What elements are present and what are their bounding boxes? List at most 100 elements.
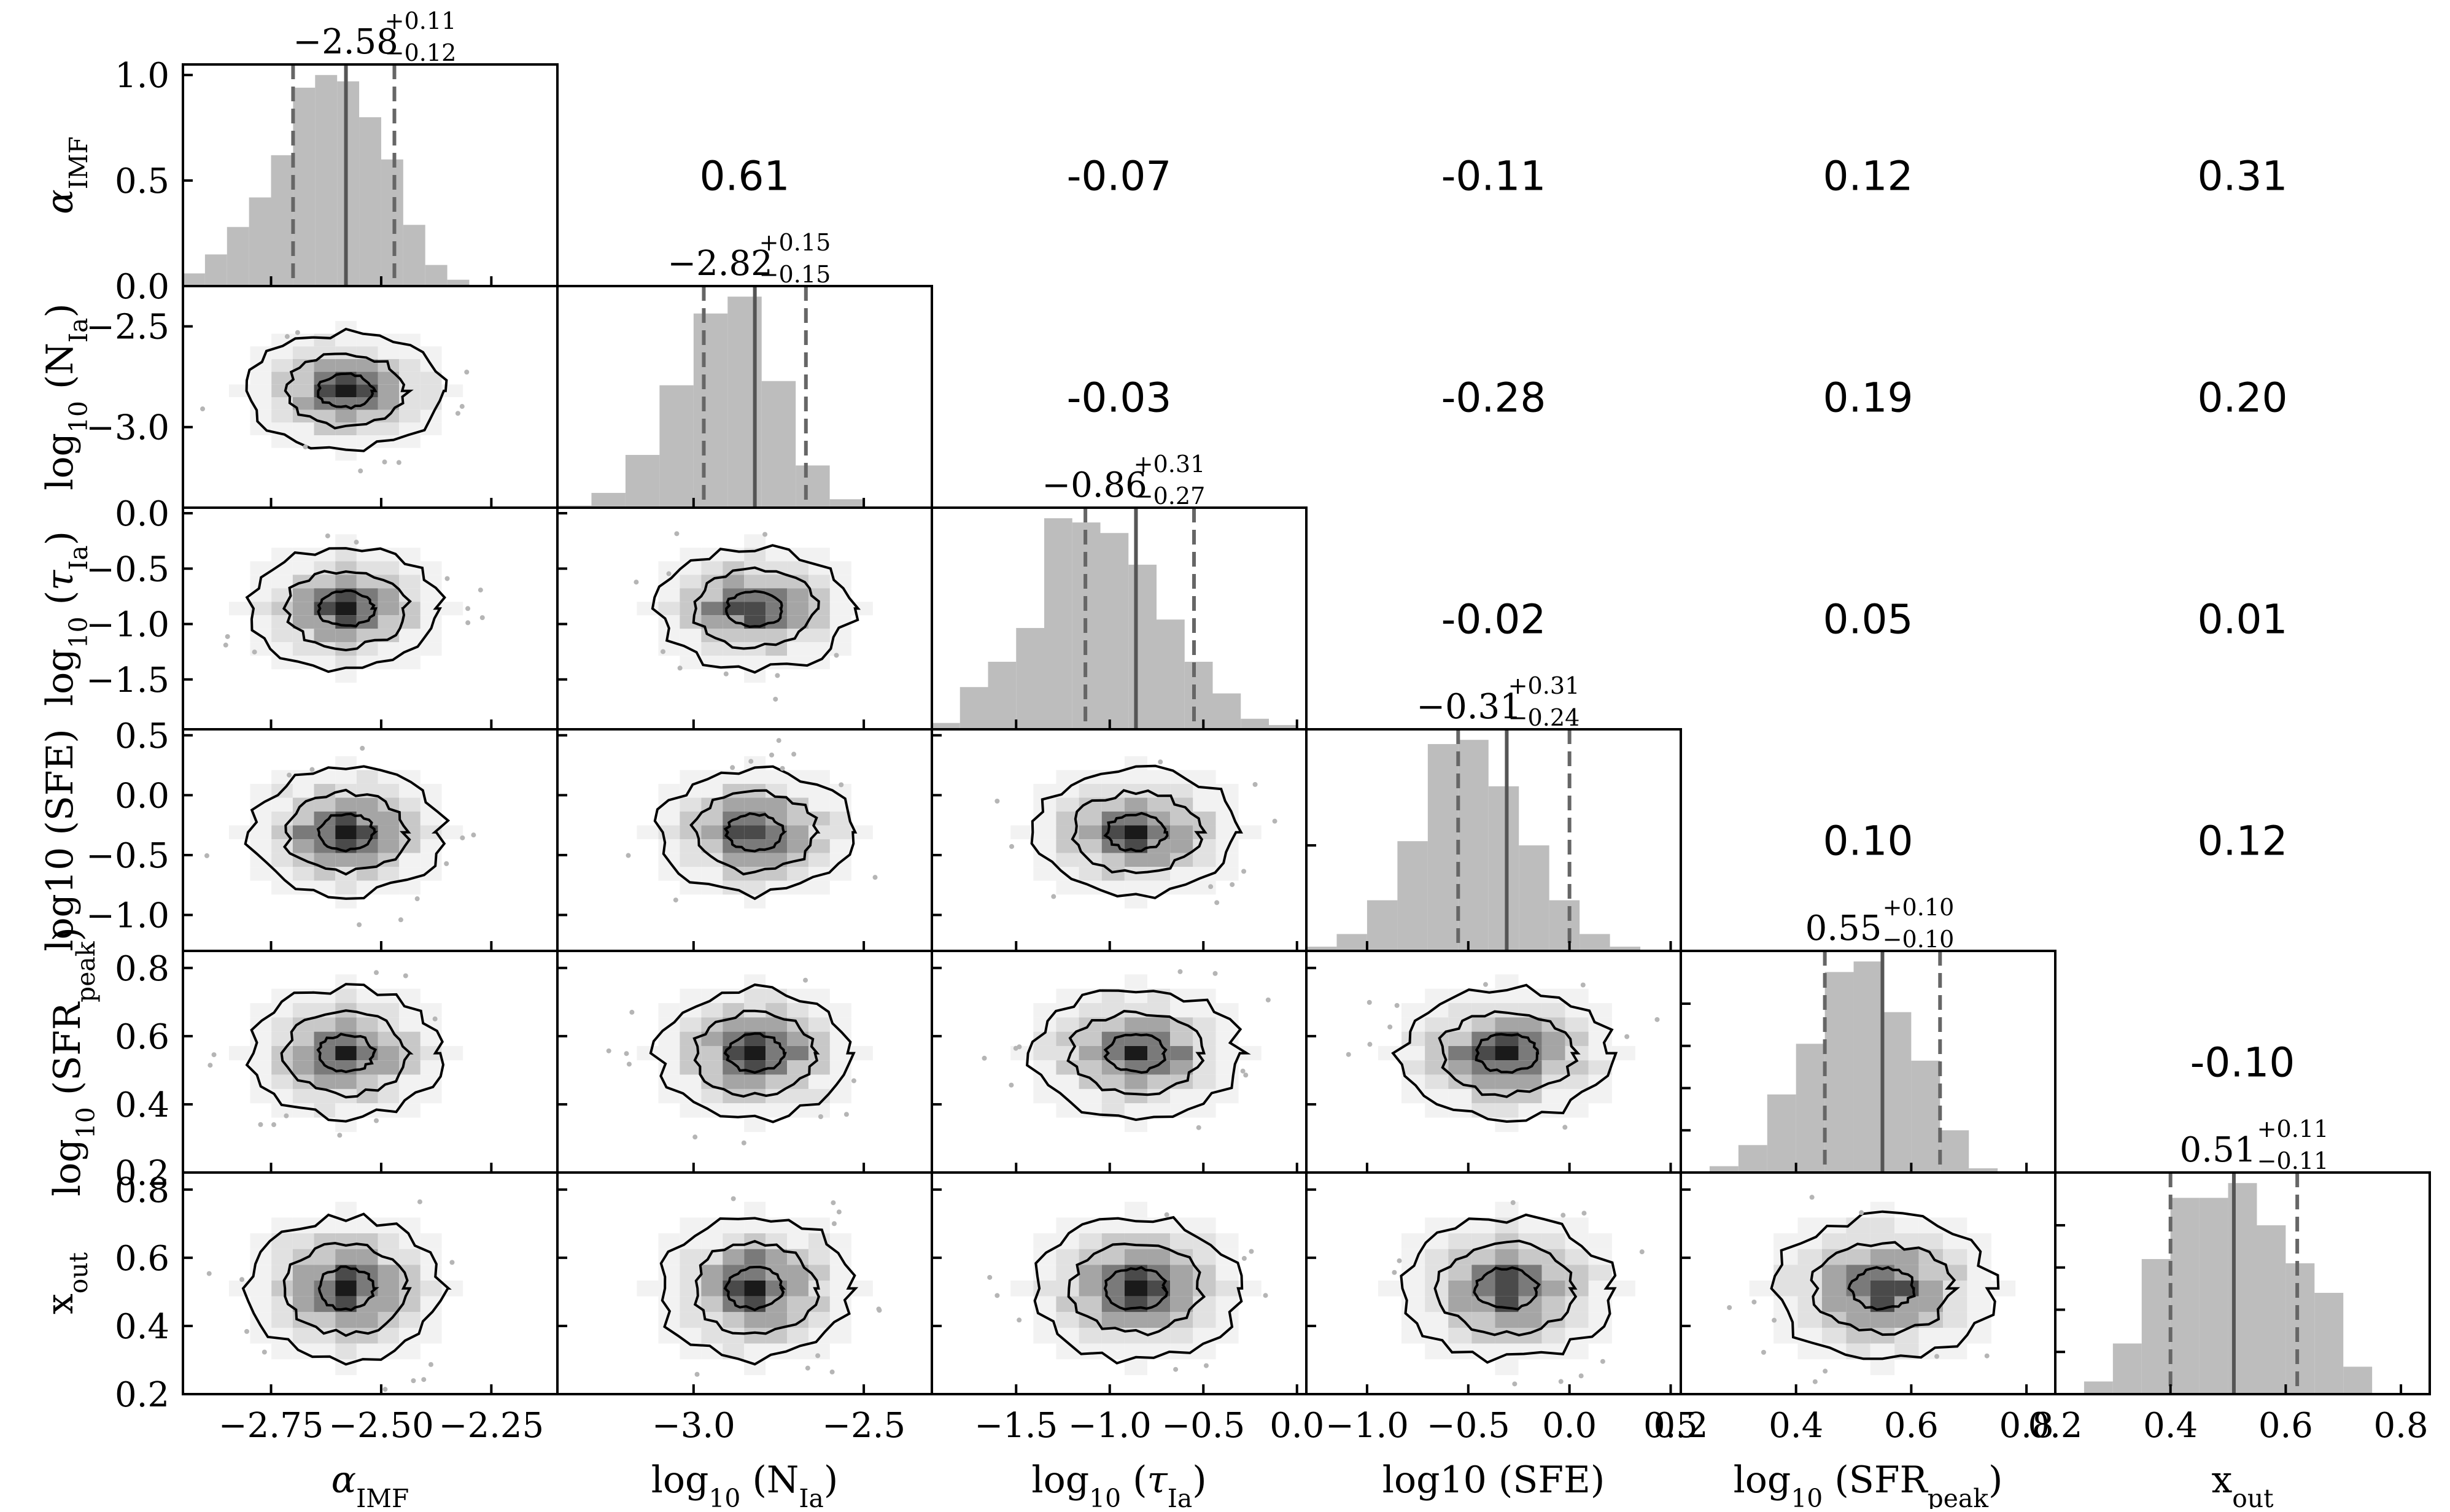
- scatter-point: [1009, 843, 1015, 849]
- density-cell: [1471, 1249, 1495, 1265]
- histogram-title-upper-error: +0.11: [385, 7, 457, 34]
- density-cell: [723, 1217, 745, 1234]
- density-cell: [378, 615, 400, 629]
- density-cell: [1101, 867, 1125, 881]
- density-cell: [1079, 1088, 1102, 1104]
- correlation-value: 0.61: [700, 153, 790, 200]
- histogram-bar: [1796, 1044, 1825, 1173]
- histogram-bar: [591, 492, 626, 508]
- density-cell: [271, 615, 293, 629]
- density-cell: [399, 615, 421, 629]
- density-contour-3: [241, 1212, 452, 1366]
- density-cell: [1401, 1031, 1425, 1046]
- scatter-point: [987, 1274, 993, 1280]
- density-contour-1: [316, 1033, 378, 1074]
- density-cell: [399, 1017, 421, 1032]
- density-cell: [356, 575, 378, 589]
- density-cell: [1565, 1074, 1589, 1089]
- density-cell: [787, 812, 808, 826]
- scatter-point: [1243, 1072, 1249, 1078]
- density-cell: [658, 561, 680, 575]
- density-contour-2: [1066, 1010, 1206, 1096]
- density-cell: [787, 642, 808, 656]
- y-tick-label: 0.4: [115, 1085, 169, 1125]
- density-cell: [1170, 1045, 1193, 1061]
- density-cell: [1215, 1265, 1239, 1281]
- density-cell: [766, 880, 788, 895]
- density-cell: [314, 1249, 336, 1265]
- density-cell: [1033, 1017, 1056, 1032]
- y-tick-label: 1.0: [115, 56, 169, 96]
- scatter-point: [1009, 1082, 1014, 1088]
- density-cell: [1193, 1031, 1216, 1046]
- density-cell: [399, 1103, 421, 1118]
- y-tick-label: 0.2: [115, 1375, 169, 1415]
- density-cell: [723, 1017, 745, 1032]
- density-cell: [1170, 1031, 1193, 1046]
- density-cell: [658, 867, 680, 881]
- density-cell: [766, 1088, 788, 1104]
- scatter-point: [673, 898, 678, 903]
- density-contour-1: [725, 590, 783, 629]
- density-cell: [680, 656, 702, 670]
- density-cell: [314, 548, 336, 562]
- scatter-point: [382, 459, 387, 465]
- histogram-bar: [1738, 1145, 1767, 1173]
- density-cell: [292, 1281, 314, 1297]
- density-cell: [399, 346, 421, 359]
- density-cell: [356, 422, 378, 436]
- density-cell: [420, 422, 442, 436]
- density-cell: [744, 602, 766, 616]
- density-cell: [1170, 867, 1193, 881]
- density-cell: [744, 853, 766, 867]
- scatter-point: [1580, 982, 1586, 988]
- y-tick-label: 0.2: [115, 1153, 169, 1193]
- x-tick-label: −0.5: [1427, 1406, 1510, 1446]
- density-cell: [787, 1060, 808, 1075]
- density-cell: [787, 1002, 808, 1018]
- histogram-bar: [293, 87, 316, 287]
- density-cell: [744, 1017, 766, 1032]
- density-cell: [808, 853, 830, 867]
- scatter-point: [207, 1063, 213, 1068]
- density-cell: [1425, 988, 1449, 1003]
- density-cell: [1101, 1031, 1125, 1046]
- density-cell: [314, 797, 336, 812]
- density-cell: [1193, 1217, 1216, 1234]
- density-cell: [1193, 1103, 1216, 1118]
- density-cell: [829, 602, 851, 616]
- density-cell: [1401, 1233, 1425, 1249]
- density-cell: [1448, 1281, 1472, 1297]
- density-contour-2: [1433, 1239, 1578, 1336]
- density-cell: [1056, 1017, 1079, 1032]
- histogram-bar: [183, 273, 205, 286]
- density-cell: [378, 1088, 400, 1104]
- correlation-value: 0.20: [2198, 374, 2288, 422]
- density-cell: [1101, 825, 1125, 840]
- density-cell: [292, 435, 314, 448]
- scatter-point: [225, 634, 230, 639]
- y-tick-label: 0.8: [115, 949, 169, 989]
- density-cell: [378, 548, 400, 562]
- density-panel-sfr-alpha: [207, 970, 463, 1138]
- density-cell: [701, 1265, 723, 1281]
- density-cell: [420, 1327, 442, 1344]
- scatter-point: [1510, 1200, 1516, 1206]
- density-cell: [335, 602, 357, 616]
- scatter-point: [1252, 781, 1258, 787]
- scatter-point: [661, 649, 666, 654]
- density-cell: [292, 602, 314, 616]
- density-cell: [314, 1017, 336, 1032]
- density-cell: [1101, 853, 1125, 867]
- density-contour-1: [316, 812, 379, 853]
- density-panel-sfe-alpha: [204, 745, 476, 928]
- density-cell: [356, 1343, 378, 1360]
- density-cell: [356, 1312, 378, 1328]
- scatter-point: [295, 330, 300, 335]
- density-cell: [766, 1103, 788, 1118]
- density-cell: [744, 534, 766, 548]
- y-tick-label: −2.5: [86, 308, 169, 347]
- density-cell: [399, 988, 421, 1003]
- density-cell: [1448, 1233, 1472, 1249]
- density-cell: [420, 1088, 442, 1104]
